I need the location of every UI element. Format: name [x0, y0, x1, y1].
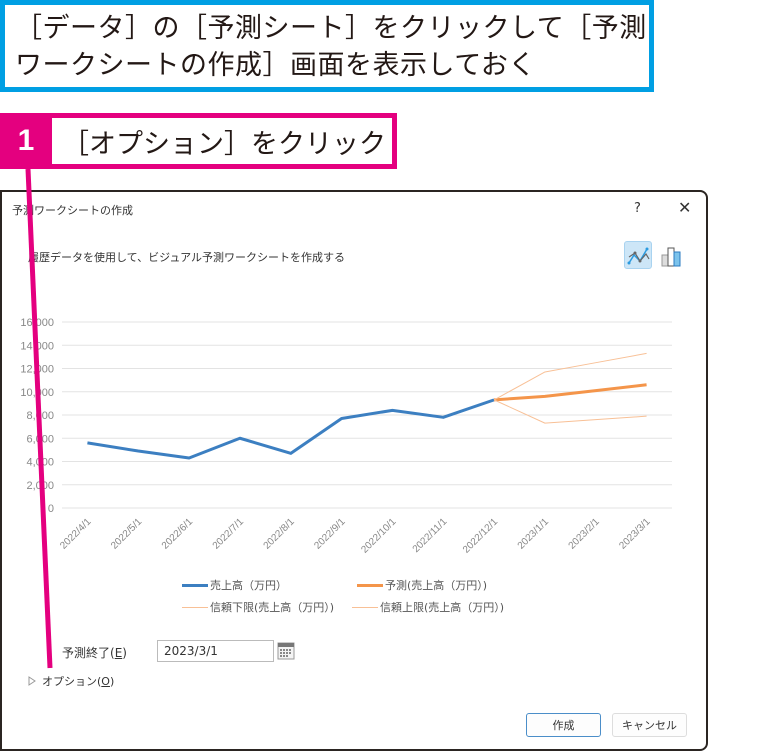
x-tick-label: 2022/4/1	[58, 516, 94, 552]
instruction-line-2: ワークシートの作成］画面を表示しておく	[15, 50, 536, 81]
legend-item-lower-bound: 信頼下限(売上高（万円）)	[182, 599, 334, 615]
dialog-title: 予測ワークシートの作成	[12, 204, 133, 217]
x-tick-label: 2022/5/1	[109, 516, 145, 552]
legend-label-sales: 売上高（万円）	[210, 579, 287, 592]
column-chart-type-button[interactable]	[658, 241, 686, 269]
step-number: 1	[0, 113, 52, 169]
legend-item-forecast: 予測(売上高（万円）)	[357, 577, 487, 593]
options-label-text: オプション(	[42, 675, 102, 688]
legend-label-forecast: 予測(売上高（万円）)	[385, 579, 488, 592]
options-label: オプション(O)	[42, 673, 114, 689]
step-callout: 1 ［オプション］をクリック	[0, 113, 397, 169]
expand-triangle-icon	[28, 676, 36, 686]
legend-label-lower: 信頼下限(売上高（万円）)	[210, 601, 335, 614]
y-tick-label: 8,000	[26, 410, 54, 422]
x-tick-label: 2022/9/1	[312, 516, 348, 552]
instruction-callout: ［データ］の［予測シート］をクリックして［予測 ワークシートの作成］画面を表示し…	[0, 0, 654, 92]
x-tick-label: 2022/7/1	[211, 516, 247, 552]
forecast-end-label-suffix: )	[122, 646, 127, 660]
series-line	[493, 399, 647, 424]
help-button[interactable]: ?	[634, 201, 641, 216]
x-tick-label: 2023/2/1	[567, 516, 603, 552]
legend-item-sales: 売上高（万円）	[182, 577, 287, 593]
y-tick-label: 6,000	[26, 433, 54, 445]
forecast-end-label-text: 予測終了(	[62, 646, 115, 660]
options-label-suffix: )	[109, 675, 115, 688]
x-tick-label: 2022/10/1	[359, 516, 399, 556]
column-chart-icon	[661, 247, 681, 267]
x-tick-label: 2022/6/1	[160, 516, 196, 552]
x-tick-label: 2023/3/1	[617, 516, 653, 552]
legend-swatch-sales	[182, 583, 208, 587]
legend-swatch-upper	[352, 606, 378, 608]
create-button[interactable]: 作成	[526, 713, 601, 737]
y-tick-label: 2,000	[26, 480, 54, 492]
line-chart-type-button[interactable]	[624, 241, 652, 269]
series-line	[87, 398, 495, 460]
options-expander[interactable]: オプション(O)	[28, 673, 114, 689]
series-line	[493, 352, 647, 401]
step-label: ［オプション］をクリック	[52, 113, 397, 169]
create-forecast-worksheet-dialog: 予測ワークシートの作成 ? ✕ 履歴データを使用して、ビジュアル予測ワークシート…	[0, 190, 708, 751]
y-tick-label: 14,000	[20, 340, 54, 352]
calendar-icon	[277, 642, 295, 660]
line-chart-icon	[627, 247, 650, 265]
series-line	[493, 383, 647, 402]
x-tick-label: 2023/1/1	[516, 516, 552, 552]
forecast-line-chart: 0 2,000 4,000 6,000 8,000 10,000 12,000 14,000 1…	[20, 317, 672, 556]
y-tick-label: 0	[48, 503, 54, 515]
y-tick-label: 10,000	[20, 387, 54, 399]
y-tick-label: 4,000	[26, 457, 54, 469]
instruction-text: ［データ］の［予測シート］をクリックして［予測 ワークシートの作成］画面を表示し…	[15, 10, 647, 84]
forecast-end-accesskey: E	[114, 646, 123, 660]
instruction-line-1: ［データ］の［予測シート］をクリックして［予測	[15, 13, 647, 44]
legend-item-upper-bound: 信頼上限(売上高（万円）)	[352, 599, 504, 615]
forecast-end-input[interactable]: 2023/3/1	[157, 640, 274, 662]
x-tick-label: 2022/12/1	[461, 516, 501, 556]
legend-swatch-forecast	[357, 583, 383, 587]
close-button[interactable]: ✕	[678, 198, 692, 217]
forecast-end-label: 予測終了(E)	[62, 644, 127, 661]
y-tick-label: 12,000	[20, 364, 54, 376]
cancel-button[interactable]: キャンセル	[612, 713, 687, 737]
x-tick-label: 2022/8/1	[262, 516, 298, 552]
legend-label-upper: 信頼上限(売上高（万円）)	[380, 601, 505, 614]
dialog-description: 履歴データを使用して、ビジュアル予測ワークシートを作成する	[28, 251, 346, 264]
y-tick-label: 16,000	[20, 317, 54, 329]
calendar-picker-button[interactable]	[277, 641, 295, 660]
x-tick-label: 2022/11/1	[411, 516, 450, 555]
legend-swatch-lower	[182, 606, 208, 608]
options-accesskey: O	[101, 675, 110, 688]
